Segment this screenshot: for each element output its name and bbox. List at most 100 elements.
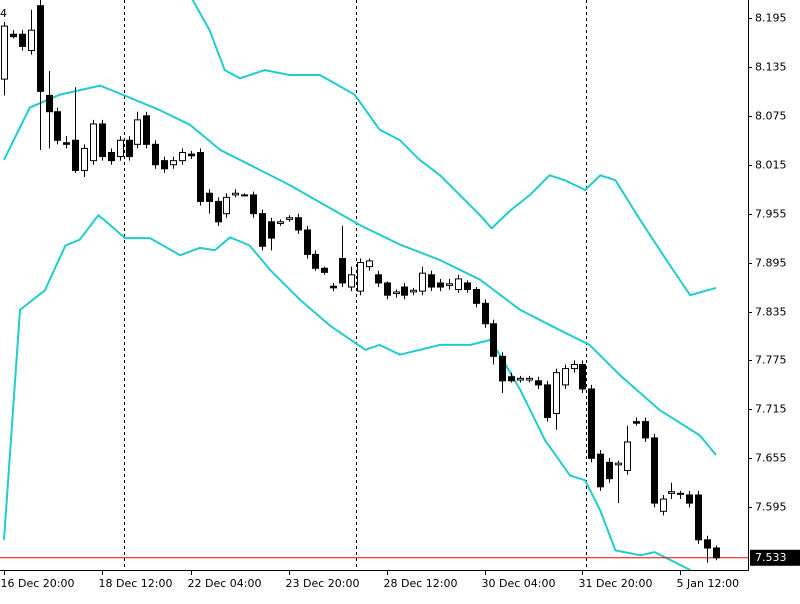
x-tick-label: 5 Jan 12:00 bbox=[677, 577, 740, 590]
candle-body-bear bbox=[10, 33, 17, 38]
candle-body-bull bbox=[1, 25, 8, 80]
candle-body-bull bbox=[277, 221, 284, 224]
x-tick-label: 18 Dec 12:00 bbox=[99, 577, 173, 590]
candle-body-bear bbox=[295, 217, 302, 231]
candle-body-bull bbox=[393, 291, 400, 295]
candle-body-bear bbox=[588, 388, 595, 459]
y-tick-label: 7.835 bbox=[755, 306, 787, 319]
candle-body-bull bbox=[571, 364, 578, 370]
candle-body-bull bbox=[624, 441, 631, 472]
candle-body-bear bbox=[126, 139, 133, 158]
chart-title: 4 bbox=[0, 7, 7, 20]
x-tick-label: 28 Dec 12:00 bbox=[384, 577, 458, 590]
candle-body-bear bbox=[633, 421, 640, 424]
candle-body-bear bbox=[321, 267, 328, 273]
candle-body-bear bbox=[330, 285, 337, 289]
candle-body-bull bbox=[117, 139, 124, 158]
candle-body-bear bbox=[437, 282, 444, 288]
candle-body-bear bbox=[401, 286, 408, 296]
candle-body-bull bbox=[134, 119, 141, 145]
candle-body-bear bbox=[312, 253, 319, 269]
x-tick-label: 22 Dec 04:00 bbox=[188, 577, 262, 590]
candle-body-bear bbox=[72, 139, 79, 171]
y-tick-label: 7.775 bbox=[755, 354, 787, 367]
candle-body-bull bbox=[455, 278, 462, 290]
candle-body-bear bbox=[490, 323, 497, 357]
candle-body-bull bbox=[419, 272, 426, 292]
candle-body-bear bbox=[464, 282, 471, 290]
candle-body-bear bbox=[579, 364, 586, 390]
candle-body-bear bbox=[46, 94, 53, 113]
candle-body-bear bbox=[161, 160, 168, 170]
y-tick-label: 7.595 bbox=[755, 501, 787, 514]
candle-body-bear bbox=[54, 111, 61, 141]
y-tick-label: 8.195 bbox=[755, 12, 787, 25]
candle-body-bull bbox=[90, 123, 97, 162]
candle-body-bull bbox=[446, 283, 453, 286]
candle-body-bear bbox=[215, 200, 222, 223]
candle-body-bull bbox=[223, 196, 230, 215]
candle-body-bear bbox=[597, 453, 604, 488]
candle-body-bear bbox=[37, 5, 44, 92]
y-tick-label: 8.135 bbox=[755, 61, 787, 74]
plot-area bbox=[0, 0, 748, 570]
current-price-box bbox=[750, 549, 800, 566]
candle-body-bear bbox=[206, 192, 213, 202]
x-tick-label: 16 Dec 20:00 bbox=[1, 577, 75, 590]
y-tick-label: 8.075 bbox=[755, 110, 787, 123]
candle-body-bull bbox=[232, 192, 239, 196]
candle-body-bull bbox=[348, 274, 355, 288]
candle-body-bear bbox=[499, 355, 506, 382]
candle-body-bear bbox=[704, 539, 711, 549]
candle-body-bear bbox=[268, 221, 275, 239]
candle-body-bear bbox=[535, 380, 542, 386]
candle-body-bear bbox=[642, 421, 649, 439]
candle-body-bear bbox=[259, 213, 266, 247]
candle-body-bull bbox=[410, 289, 417, 293]
period-separators bbox=[124, 0, 587, 570]
candle-body-bear bbox=[384, 282, 391, 296]
axes: 7.595 7.655 7.715 7.775 7.835 7.895 7.955 8.015… bbox=[0, 0, 800, 590]
candle-body-bull bbox=[615, 462, 622, 466]
candle-body-bull bbox=[81, 147, 88, 171]
candle-body-bull bbox=[660, 498, 667, 512]
y-tick-label: 7.955 bbox=[755, 208, 787, 221]
candle-body-bull bbox=[517, 377, 524, 381]
candle-body-bear bbox=[473, 288, 480, 304]
candle-body-bull bbox=[28, 29, 35, 52]
candle-body-bear bbox=[188, 153, 195, 157]
candle-body-bear bbox=[375, 274, 382, 284]
candle-body-bear bbox=[651, 437, 658, 504]
candle-body-bear bbox=[152, 143, 159, 166]
band-line bbox=[191, 0, 717, 297]
candle-body-bear bbox=[482, 302, 489, 325]
candle-body-bull bbox=[286, 217, 293, 220]
candle-body-bull bbox=[668, 491, 675, 494]
candle-body-bull bbox=[562, 368, 569, 386]
candle-body-bear bbox=[143, 115, 150, 145]
candle-body-bull bbox=[179, 151, 186, 162]
candle-body-bear bbox=[108, 151, 115, 162]
band-line bbox=[3, 214, 691, 570]
candle-body-bear bbox=[606, 461, 613, 480]
candle-body-bull bbox=[526, 377, 533, 381]
candle-body-bear bbox=[695, 494, 702, 541]
candle-body-bull bbox=[366, 260, 373, 268]
y-tick-label: 7.715 bbox=[755, 403, 787, 416]
y-tick-label: 8.015 bbox=[755, 159, 787, 172]
x-tick-label: 30 Dec 04:00 bbox=[482, 577, 556, 590]
current-price-label: 7.533 bbox=[755, 551, 787, 564]
candle-body-bear bbox=[304, 229, 311, 255]
candle-body-bear bbox=[197, 151, 204, 202]
candle-body-bull bbox=[357, 262, 364, 292]
y-tick-label: 7.895 bbox=[755, 257, 787, 270]
candle-body-bull bbox=[677, 492, 684, 495]
y-tick-label: 7.655 bbox=[755, 452, 787, 465]
candle-body-bear bbox=[19, 33, 26, 47]
band-line bbox=[3, 84, 717, 456]
candle-body-bear bbox=[544, 384, 551, 419]
candle-body-bear bbox=[241, 194, 248, 197]
